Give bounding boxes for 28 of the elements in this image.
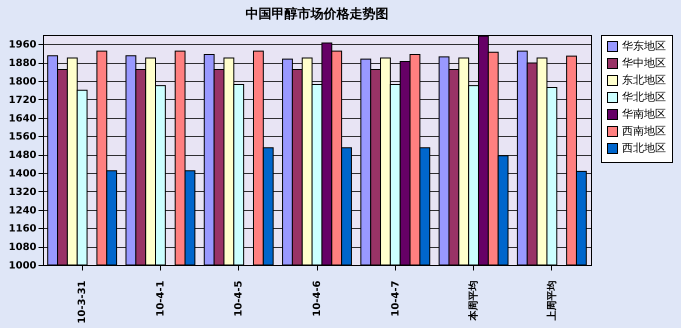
y-tick-label: 1080 bbox=[8, 242, 37, 254]
legend-label: 华南地区 bbox=[622, 108, 666, 120]
x-tick-label: 10-3-31 bbox=[77, 280, 88, 324]
legend-label: 华北地区 bbox=[622, 90, 666, 104]
legend-label: 华东地区 bbox=[622, 40, 666, 52]
legend-label: 华中地区 bbox=[622, 56, 666, 70]
y-tick-label: 1160 bbox=[8, 224, 37, 235]
x-tick-label: 10-4-1 bbox=[155, 280, 166, 317]
y-tick-label: 1400 bbox=[8, 168, 37, 180]
y-tick-label: 1640 bbox=[8, 113, 37, 124]
y-tick-label: 1720 bbox=[8, 94, 37, 106]
x-tick-label: 10-4-5 bbox=[234, 280, 245, 317]
y-tick-label: 1320 bbox=[8, 186, 37, 198]
y-tick-label: 1000 bbox=[8, 260, 37, 272]
x-tick-label: 10-4-7 bbox=[390, 280, 402, 317]
x-tick-label: 本周平均 bbox=[468, 280, 480, 322]
y-tick-label: 1240 bbox=[8, 205, 37, 216]
y-tick-label: 1480 bbox=[8, 150, 37, 162]
y-tick-label: 1960 bbox=[8, 40, 37, 51]
chart-title: 中国甲醇市场价格走势图 bbox=[246, 6, 388, 22]
y-tick-label: 1800 bbox=[8, 76, 37, 88]
y-tick-label: 1560 bbox=[8, 132, 37, 143]
legend-label: 西南地区 bbox=[622, 124, 666, 138]
legend-label: 西北地区 bbox=[622, 142, 666, 154]
legend-label: 东北地区 bbox=[622, 74, 666, 86]
x-tick-label: 上周平均 bbox=[546, 280, 558, 322]
y-tick-label: 1880 bbox=[8, 58, 37, 70]
x-tick-label: 10-4-6 bbox=[312, 280, 323, 317]
